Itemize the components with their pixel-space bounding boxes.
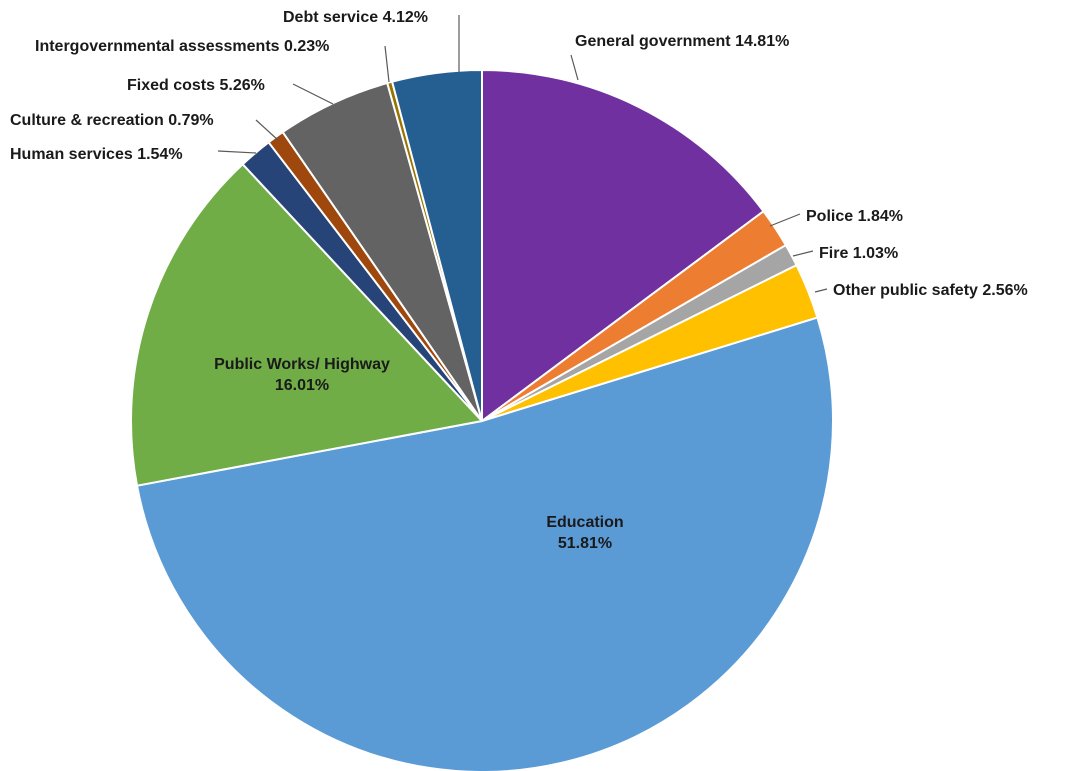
pie-slice-general-government xyxy=(481,69,765,422)
leader-line-fixed-costs xyxy=(292,83,334,105)
slice-label-name: Public Works/ Highway xyxy=(214,356,390,373)
leader-line-culture-and-recreation xyxy=(255,119,280,142)
pie-slice-public-works-highway xyxy=(130,163,483,487)
slice-label-name: Education xyxy=(546,514,623,531)
slice-label-intergovernmental-assessments: Intergovernmental assessments 0.23% xyxy=(35,38,329,55)
slice-label-value: 0.23% xyxy=(284,38,329,55)
slice-label-value: 1.03% xyxy=(853,245,898,262)
slice-label-name: Culture & recreation xyxy=(10,112,164,129)
slice-label-value: 0.79% xyxy=(168,112,213,129)
slice-label-value: 4.12% xyxy=(383,9,428,26)
slice-label-human-services: Human services 1.54% xyxy=(10,146,183,163)
leader-line-fire xyxy=(792,250,814,257)
slice-label-value: 5.26% xyxy=(219,77,264,94)
slice-label-debt-service: Debt service 4.12% xyxy=(283,9,428,26)
slice-label-value: 1.84% xyxy=(858,208,903,225)
slice-label-fire: Fire 1.03% xyxy=(819,245,898,262)
slice-label-value: 1.54% xyxy=(137,146,182,163)
slice-label-name: Debt service xyxy=(283,9,378,26)
slice-label-police: Police 1.84% xyxy=(806,208,903,225)
slice-label-culture-and-recreation: Culture & recreation 0.79% xyxy=(10,112,214,129)
slice-label-name: Fixed costs xyxy=(127,77,215,94)
pie-slice-education xyxy=(136,316,834,771)
leader-line-other-public-safety xyxy=(814,288,828,293)
slice-label-value: 51.81% xyxy=(558,535,612,552)
leader-line-intergovernmental-assessments xyxy=(384,45,390,83)
slice-label-name: Other public safety xyxy=(833,282,978,299)
slice-label-education: Education 51.81% xyxy=(546,514,623,552)
slice-label-other-public-safety: Other public safety 2.56% xyxy=(833,282,1028,299)
slice-label-name: Fire xyxy=(819,245,848,262)
slice-label-public-works-highway: Public Works/ Highway 16.01% xyxy=(214,356,390,394)
slice-label-general-government: General government 14.81% xyxy=(575,33,789,50)
leader-line-human-services xyxy=(217,150,257,154)
leader-line-general-government xyxy=(570,54,579,81)
slice-label-value: 16.01% xyxy=(275,377,329,394)
slice-label-name: General government xyxy=(575,33,731,50)
pie-slice-debt-service xyxy=(391,69,483,422)
slice-label-name: Human services xyxy=(10,146,133,163)
slice-label-fixed-costs: Fixed costs 5.26% xyxy=(127,77,265,94)
slice-label-name: Police xyxy=(806,208,853,225)
slice-label-value: 14.81% xyxy=(735,33,789,50)
slice-label-value: 2.56% xyxy=(982,282,1027,299)
slice-label-name: Intergovernmental assessments xyxy=(35,38,280,55)
leader-line-police xyxy=(769,213,801,227)
